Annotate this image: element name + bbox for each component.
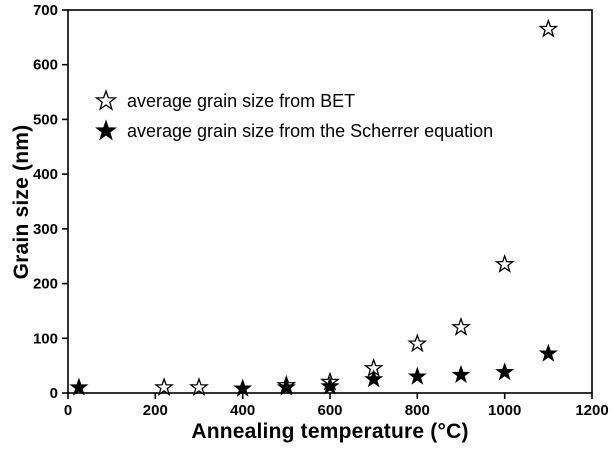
svg-text:0: 0 [50, 385, 58, 402]
y-axis-title: Grain size (nm) [10, 124, 33, 280]
svg-text:300: 300 [33, 221, 58, 238]
svg-text:200: 200 [33, 276, 58, 293]
legend-label-scherrer: average grain size from the Scherrer equ… [127, 120, 494, 141]
svg-text:600: 600 [317, 402, 342, 419]
svg-text:700: 700 [33, 2, 58, 19]
svg-text:200: 200 [143, 402, 168, 419]
svg-text:1200: 1200 [575, 402, 608, 419]
legend-item-bet: average grain size from BET [94, 86, 493, 116]
svg-text:400: 400 [230, 402, 255, 419]
open-star-icon [94, 89, 118, 111]
svg-text:500: 500 [33, 111, 58, 128]
svg-text:800: 800 [405, 402, 430, 419]
svg-text:600: 600 [33, 57, 58, 74]
x-axis-title: Annealing temperature (°C) [191, 420, 469, 443]
legend-label-bet: average grain size from BET [127, 90, 356, 111]
svg-text:1000: 1000 [488, 402, 521, 419]
svg-text:400: 400 [33, 166, 58, 183]
svg-text:100: 100 [33, 330, 58, 347]
legend: average grain size from BET average grai… [94, 86, 493, 146]
svg-text:0: 0 [64, 402, 72, 419]
filled-star-icon [95, 119, 117, 141]
legend-item-scherrer: average grain size from the Scherrer equ… [94, 116, 493, 146]
